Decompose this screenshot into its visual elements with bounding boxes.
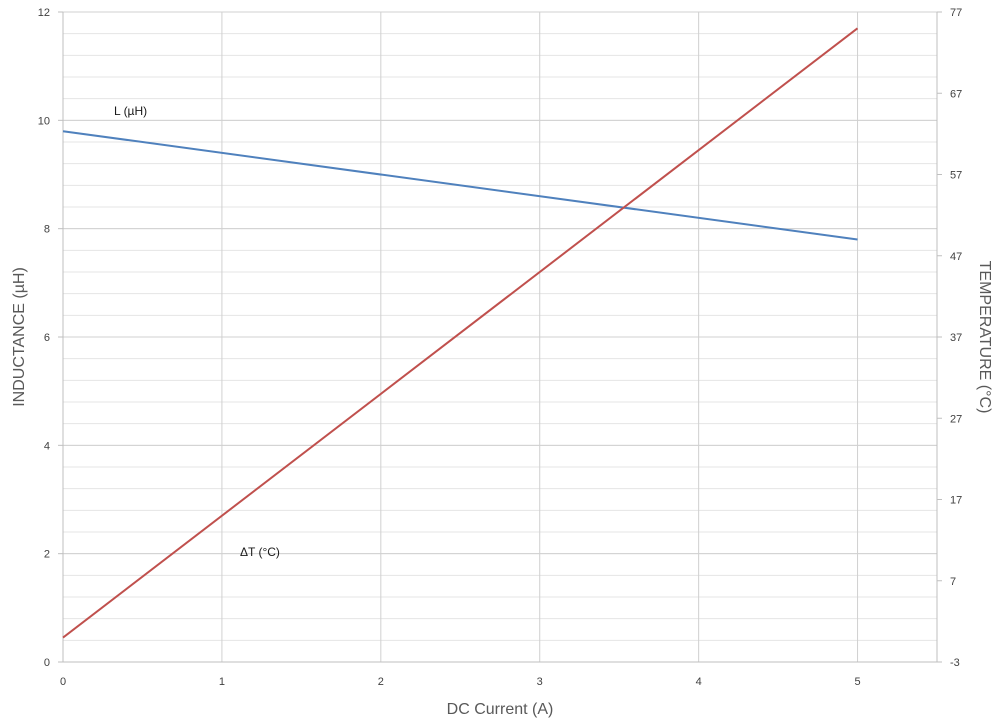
y2-tick-label: 17	[950, 495, 962, 507]
x-tick-label: 3	[537, 676, 543, 688]
series-lines	[62, 27, 859, 639]
series-label-temperature: ΔT (°C)	[240, 545, 280, 559]
y-tick-label: 0	[44, 657, 50, 669]
x-tick-label: 1	[219, 676, 225, 688]
x-axis-title: DC Current (A)	[447, 701, 554, 718]
y2-tick-label: 27	[950, 413, 962, 425]
x-tick-label: 2	[378, 676, 384, 688]
y2-tick-label: 47	[950, 251, 962, 263]
y2-tick-label: 57	[950, 170, 962, 182]
x-tick-label: 0	[60, 676, 66, 688]
y2-tick-label: 77	[950, 7, 962, 19]
y-tick-label: 8	[44, 224, 50, 236]
series-line-1	[62, 27, 859, 639]
x-tick-label: 5	[854, 676, 860, 688]
series-label-inductance: L (µH)	[114, 104, 147, 118]
y2-axis-title: TEMPERATURE (°C)	[976, 261, 993, 414]
y2-tick-label: 37	[950, 332, 962, 344]
y-tick-label: 12	[38, 7, 50, 19]
y-tick-label: 2	[44, 549, 50, 561]
y2-tick-label: -3	[950, 657, 960, 669]
y2-tick-label: 7	[950, 576, 956, 588]
y-axis-title: INDUCTANCE (µH)	[11, 267, 28, 407]
y2-tick-label: 67	[950, 88, 962, 100]
x-tick-label: 4	[696, 676, 702, 688]
gridlines	[58, 11, 942, 663]
y-tick-label: 6	[44, 332, 50, 344]
y-tick-label: 10	[38, 115, 50, 127]
y-tick-label: 4	[44, 440, 50, 452]
series-line-0	[62, 130, 858, 241]
